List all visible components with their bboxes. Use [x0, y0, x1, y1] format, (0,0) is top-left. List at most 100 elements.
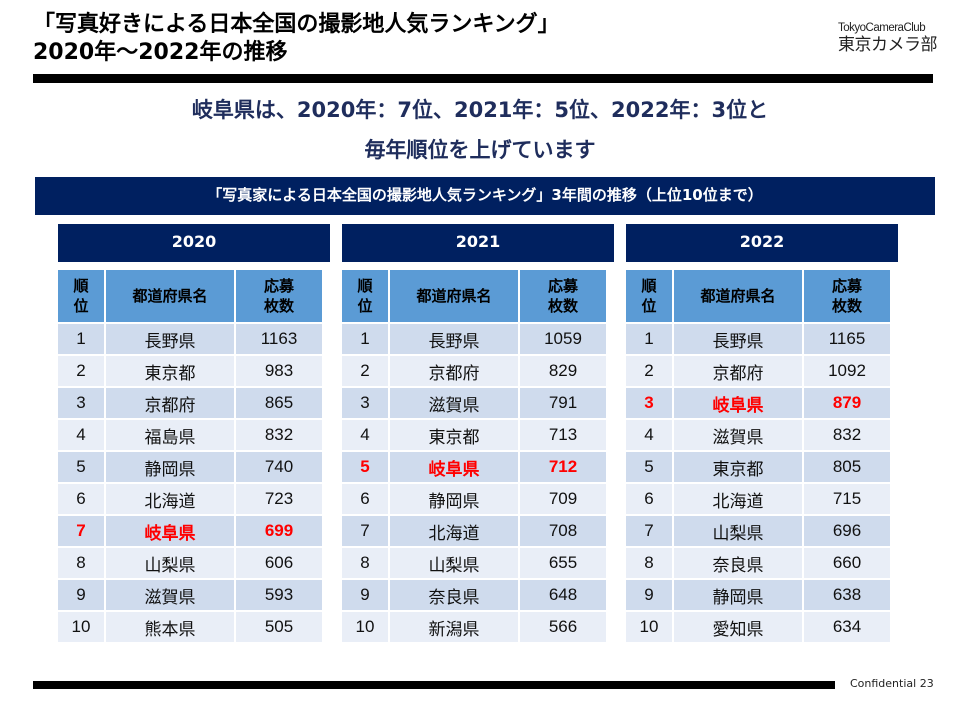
count-cell: 648	[518, 578, 608, 612]
table-row: 4 滋賀県 832	[624, 418, 892, 452]
prefecture-cell: 新潟県	[388, 610, 520, 644]
table-row: 5 東京都 805	[624, 450, 892, 484]
rank-cell: 10	[624, 610, 674, 644]
slide-title-line2: 2020年～2022年の推移	[33, 40, 288, 65]
col-count: 応募 枚数	[518, 268, 608, 324]
count-cell: 715	[802, 482, 892, 516]
rank-cell: 8	[340, 546, 390, 580]
col-rank-l1: 順	[357, 277, 373, 295]
rank-cell: 2	[624, 354, 674, 388]
rank-cell: 4	[56, 418, 106, 452]
table-header-row: 順位都道府県名 応募 枚数	[340, 268, 608, 324]
prefecture-cell: 岐阜県	[104, 514, 236, 548]
count-cell: 593	[234, 578, 324, 612]
table-row: 8 山梨県 655	[340, 546, 608, 580]
table-row: 10 熊本県 505	[56, 610, 324, 644]
table-row: 6 北海道 723	[56, 482, 324, 516]
prefecture-cell: 静岡県	[672, 578, 804, 612]
rank-cell: 1	[56, 322, 106, 356]
rank-cell: 9	[624, 578, 674, 612]
year-header-2021: 2021	[342, 224, 614, 262]
col-count-l1: 応募	[831, 277, 862, 295]
prefecture-cell: 静岡県	[104, 450, 236, 484]
col-rank: 順位	[56, 268, 106, 324]
table-row-highlighted: 7 岐阜県 699	[56, 514, 324, 548]
table-row: 9 奈良県 648	[340, 578, 608, 612]
rank-cell: 1	[624, 322, 674, 356]
col-rank-l1: 順	[641, 277, 657, 295]
prefecture-cell: 北海道	[104, 482, 236, 516]
col-rank-l1: 順	[73, 277, 89, 295]
col-count-l2: 枚数	[831, 297, 862, 315]
rank-cell: 6	[624, 482, 674, 516]
count-cell: 1059	[518, 322, 608, 356]
table-row: 1 長野県 1059	[340, 322, 608, 356]
prefecture-cell: 東京都	[388, 418, 520, 452]
prefecture-cell: 長野県	[104, 322, 236, 356]
count-cell: 566	[518, 610, 608, 644]
prefecture-cell: 静岡県	[388, 482, 520, 516]
count-cell: 606	[234, 546, 324, 580]
prefecture-cell: 山梨県	[104, 546, 236, 580]
table-row: 9 静岡県 638	[624, 578, 892, 612]
rank-cell: 1	[340, 322, 390, 356]
prefecture-cell: 滋賀県	[388, 386, 520, 420]
rank-cell: 6	[340, 482, 390, 516]
prefecture-cell: 京都府	[672, 354, 804, 388]
title-divider	[33, 74, 933, 83]
confidential-label: Confidential	[850, 677, 917, 690]
slide-title-line1: 「写真好きによる日本全国の撮影地人気ランキング」	[33, 12, 560, 37]
count-cell: 829	[518, 354, 608, 388]
count-cell: 696	[802, 514, 892, 548]
count-cell: 865	[234, 386, 324, 420]
col-count: 応募 枚数	[802, 268, 892, 324]
prefecture-cell: 滋賀県	[104, 578, 236, 612]
table-row: 10 新潟県 566	[340, 610, 608, 644]
ranking-table-2022: 順位都道府県名 応募 枚数 1 長野県 1165 2 京都府 1092 3 岐阜県 879 4 滋賀県 83…	[624, 268, 892, 644]
col-count-l2: 枚数	[547, 297, 578, 315]
page-number: 23	[919, 677, 934, 690]
count-cell: 723	[234, 482, 324, 516]
ranking-table-2020: 順位都道府県名 応募 枚数 1 長野県 1163 2 東京都 983 3 京都府 865 4 福島県 832…	[56, 268, 324, 644]
rank-cell: 5	[56, 450, 106, 484]
table-header-row: 順位都道府県名 応募 枚数	[56, 268, 324, 324]
col-count-l1: 応募	[547, 277, 578, 295]
count-cell: 655	[518, 546, 608, 580]
section-banner: 「写真家による日本全国の撮影地人気ランキング」3年間の推移（上位10位まで）	[35, 177, 935, 215]
rank-cell: 3	[624, 386, 674, 420]
prefecture-cell: 奈良県	[388, 578, 520, 612]
table-row: 8 奈良県 660	[624, 546, 892, 580]
count-cell: 805	[802, 450, 892, 484]
col-rank-l2: 位	[357, 297, 373, 315]
footer-divider	[33, 681, 835, 689]
logo-english: TokyoCameraClub	[838, 22, 926, 34]
table-row: 8 山梨県 606	[56, 546, 324, 580]
rank-cell: 10	[56, 610, 106, 644]
prefecture-cell: 愛知県	[672, 610, 804, 644]
count-cell: 832	[234, 418, 324, 452]
prefecture-cell: 長野県	[388, 322, 520, 356]
table-row: 7 山梨県 696	[624, 514, 892, 548]
rank-cell: 9	[340, 578, 390, 612]
count-cell: 505	[234, 610, 324, 644]
rank-cell: 8	[56, 546, 106, 580]
rank-cell: 9	[56, 578, 106, 612]
rank-cell: 7	[56, 514, 106, 548]
col-prefecture: 都道府県名	[388, 268, 520, 324]
year-header-2020: 2020	[58, 224, 330, 262]
prefecture-cell: 岐阜県	[388, 450, 520, 484]
rank-cell: 6	[56, 482, 106, 516]
col-rank: 順位	[624, 268, 674, 324]
table-row: 9 滋賀県 593	[56, 578, 324, 612]
table-row: 4 東京都 713	[340, 418, 608, 452]
rank-cell: 8	[624, 546, 674, 580]
rank-cell: 2	[56, 354, 106, 388]
table-row: 3 滋賀県 791	[340, 386, 608, 420]
count-cell: 1165	[802, 322, 892, 356]
slide-title: 「写真好きによる日本全国の撮影地人気ランキング」 2020年～2022年の推移	[33, 11, 733, 67]
year-header-2022: 2022	[626, 224, 898, 262]
table-row-highlighted: 3 岐阜県 879	[624, 386, 892, 420]
headline-line2: 毎年順位を上げています	[364, 138, 596, 162]
rank-cell: 5	[624, 450, 674, 484]
footer: Confidential 23	[850, 677, 934, 690]
